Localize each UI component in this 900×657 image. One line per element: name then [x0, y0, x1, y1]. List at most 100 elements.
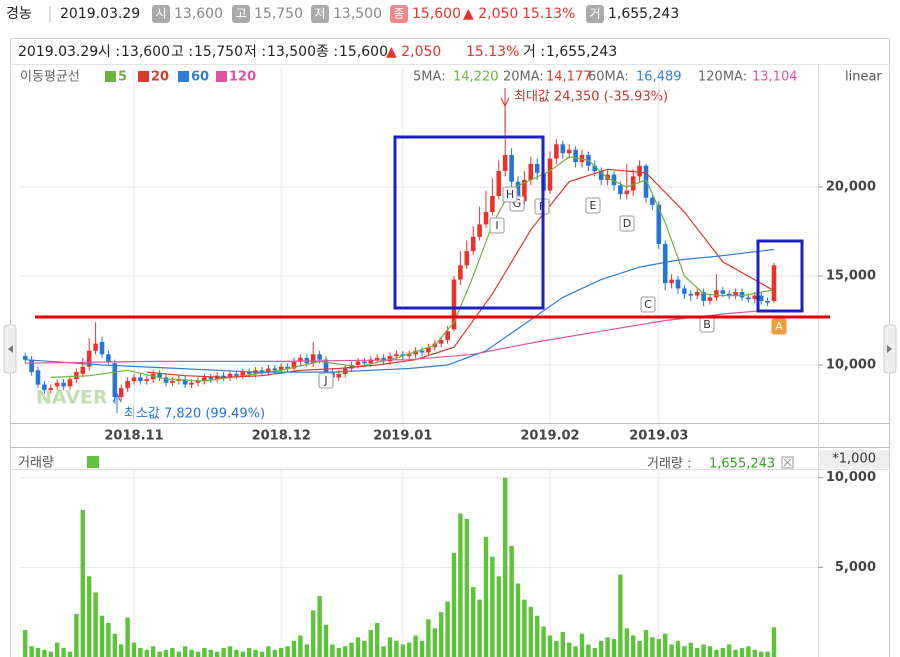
- candle-body: [291, 361, 297, 369]
- x-tick-label: 2019.01: [373, 429, 432, 444]
- volume-bar: [752, 649, 757, 657]
- candle-body: [387, 356, 393, 362]
- candle-body: [29, 359, 34, 373]
- scroll-arrow: [887, 345, 892, 353]
- candle-body: [323, 359, 329, 373]
- volume-bar: [202, 648, 207, 657]
- volume-bar: [247, 648, 252, 657]
- candle-body: [438, 340, 444, 344]
- volume-bar: [285, 646, 290, 657]
- candle-body: [35, 370, 41, 385]
- candle-body: [739, 292, 745, 298]
- badge: [152, 5, 170, 23]
- volume-bar: [343, 646, 348, 657]
- legend-label: 20: [151, 70, 169, 85]
- volume-bar: [477, 599, 482, 657]
- candle-body: [285, 366, 290, 369]
- volume-bar: [253, 649, 258, 657]
- candle-body: [195, 381, 201, 383]
- max-note: 최대값 24,350 (-35.93%): [514, 90, 668, 105]
- volume-value: 1,655,243: [608, 6, 679, 22]
- candle-body: [112, 363, 118, 398]
- volume-bar: [451, 553, 457, 657]
- candle-body: [138, 377, 143, 382]
- volume-bar: [234, 649, 239, 657]
- volume-bar: [682, 646, 687, 657]
- candle-body: [157, 373, 162, 378]
- candle-body: [662, 243, 668, 284]
- candle-body: [714, 290, 719, 298]
- volume-bar: [509, 545, 514, 657]
- volume-bar: [330, 644, 335, 657]
- volume-bar: [240, 651, 245, 657]
- candle-body: [605, 174, 610, 180]
- volume-bar: [266, 646, 271, 657]
- volume-bar: [522, 599, 527, 657]
- badge-label: 저: [314, 7, 325, 21]
- volume-bar: [48, 651, 53, 657]
- candle-body: [61, 382, 66, 387]
- marker-label: B: [703, 318, 711, 331]
- marker-box: [585, 197, 601, 214]
- volume-bar: [637, 640, 642, 657]
- volume-bar: [727, 644, 732, 657]
- candle-body: [554, 144, 559, 159]
- volume-bar: [515, 583, 521, 657]
- volume-bar: [368, 630, 373, 657]
- volume-legend-value: 1,655,243: [709, 457, 775, 472]
- volume-bar: [387, 637, 393, 657]
- candle-body: [144, 379, 150, 382]
- label: 거 :: [523, 44, 545, 60]
- volume-bar: [35, 648, 41, 657]
- volume-bar: [163, 649, 169, 657]
- volume-bar: [733, 649, 738, 657]
- volume-bar: [74, 613, 79, 657]
- volume-bar: [298, 635, 303, 657]
- volume-bar: [618, 574, 623, 657]
- volume-bar: [611, 639, 617, 657]
- candle-body: [611, 174, 617, 186]
- marker-box: [502, 186, 518, 203]
- y-tick-label: 20,000: [826, 180, 876, 195]
- unit-box: [819, 450, 889, 468]
- ma-title: 이동평균선: [20, 70, 80, 85]
- volume-bar: [259, 651, 265, 657]
- badge-label: 시: [155, 7, 166, 21]
- x-tick-label: 2018.12: [252, 429, 311, 444]
- volume-bar: [631, 635, 636, 657]
- volume-bar: [471, 587, 476, 657]
- candle-body: [426, 347, 431, 353]
- legend-label: 120: [229, 70, 256, 85]
- high-value: 15,750: [254, 6, 303, 22]
- volume-bar: [720, 648, 725, 657]
- candle-body: [106, 354, 111, 362]
- volume-bar: [93, 592, 98, 657]
- volume-bar: [541, 626, 546, 657]
- volume-bar: [29, 646, 34, 657]
- y-tick-label: 10,000: [826, 470, 876, 485]
- marker-box: [771, 318, 787, 335]
- volume-bar: [663, 633, 668, 657]
- candle-body: [496, 171, 502, 196]
- candle-body: [726, 293, 732, 296]
- volume-bar: [183, 646, 188, 657]
- candle-body: [86, 350, 92, 367]
- volume-bar: [138, 648, 143, 657]
- legend-label: 5: [118, 70, 127, 85]
- candle-body: [362, 361, 367, 364]
- volume-bar: [151, 646, 156, 657]
- volume-bar: [739, 648, 745, 657]
- volume-bar: [656, 639, 661, 657]
- candle-body: [394, 354, 399, 357]
- candle-body: [733, 292, 738, 296]
- candle-body: [528, 163, 534, 180]
- volume-bar: [170, 648, 175, 657]
- volume-bar: [426, 619, 431, 657]
- candle-body: [592, 165, 598, 172]
- volume-bar: [675, 640, 681, 657]
- marker-label: D: [623, 217, 631, 230]
- volume-bar: [394, 640, 399, 657]
- ma-header-label: 120MA:: [698, 70, 747, 85]
- volume-bar: [323, 624, 329, 657]
- volume-bar: [176, 651, 181, 657]
